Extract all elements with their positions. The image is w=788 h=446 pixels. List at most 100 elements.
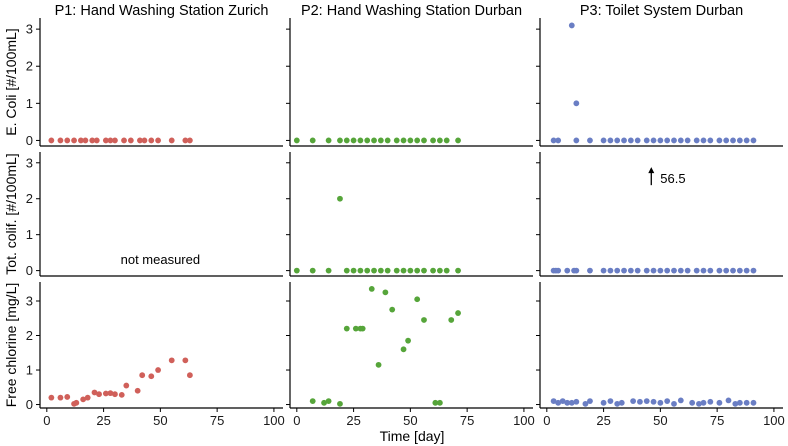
data-point-r3-c1 (84, 394, 91, 401)
data-point-r1-c3 (627, 137, 634, 144)
data-point-r3-c1 (123, 382, 130, 389)
data-point-r1-c1 (182, 137, 189, 144)
data-point-r2-c3 (614, 267, 621, 274)
data-point-r2-c3 (634, 267, 641, 274)
y-tick-label: 3 (26, 155, 33, 170)
data-point-r1-c2 (350, 137, 357, 144)
data-point-r1-c1 (127, 137, 134, 144)
data-point-r2-c2 (350, 267, 357, 274)
x-tick-label: 100 (513, 413, 535, 428)
x-tick-label: 50 (653, 413, 667, 428)
data-point-r3-c1 (57, 394, 64, 401)
data-point-r3-c3 (671, 400, 677, 407)
panel-title-2: P2: Hand Washing Station Durban (301, 3, 522, 19)
data-point-r3-c1 (48, 394, 55, 401)
data-point-r1-c3 (743, 137, 750, 144)
data-point-r1-c3 (750, 137, 757, 144)
x-tick-label: 75 (460, 413, 474, 428)
data-point-r3-c3 (630, 398, 637, 404)
data-point-r2-c3 (627, 267, 634, 274)
data-point-r3-c2 (400, 346, 407, 353)
data-point-r1-c3 (643, 137, 650, 144)
data-point-r1-c1 (168, 137, 175, 144)
data-point-r3-c1 (64, 394, 71, 400)
data-point-r1-c3 (600, 137, 607, 144)
data-point-r2-c3 (600, 267, 607, 274)
data-point-r1-c2 (443, 137, 450, 144)
data-point-r1-c3 (671, 137, 677, 144)
data-point-r3-c1 (186, 372, 193, 379)
data-point-r1-c1 (89, 137, 96, 144)
data-point-r2-c2 (337, 195, 343, 202)
y-tick-label: 1 (26, 363, 33, 378)
y-tick-label: 0 (26, 397, 33, 412)
data-point-r3-c1 (112, 391, 118, 398)
data-point-r2-c3 (607, 267, 614, 274)
data-point-r2-c3 (671, 267, 677, 274)
data-point-r1-c2 (325, 137, 332, 144)
data-point-r2-c3 (564, 267, 571, 274)
data-point-r2-c2 (357, 267, 364, 274)
data-point-r1-c3 (573, 100, 580, 107)
data-point-r1-c2 (337, 137, 343, 144)
y-tick-label: 2 (26, 59, 33, 74)
data-point-r3-c2 (436, 399, 443, 406)
data-point-r3-c3 (716, 399, 723, 406)
data-point-r1-c1 (141, 137, 148, 144)
data-point-r3-c2 (432, 399, 439, 406)
data-point-r3-c2 (343, 325, 350, 332)
data-point-r2-c3 (684, 267, 691, 274)
data-point-r3-c3 (614, 400, 621, 407)
data-point-r1-c2 (421, 137, 427, 144)
data-point-r3-c2 (337, 400, 343, 407)
x-tick-label: 0 (293, 413, 300, 428)
data-point-r2-c3 (716, 267, 723, 274)
data-point-r1-c3 (693, 137, 700, 144)
x-tick-label: 25 (346, 413, 360, 428)
data-point-r1-c2 (343, 137, 350, 144)
data-point-r1-c1 (102, 137, 109, 144)
data-point-r1-c3 (587, 137, 593, 144)
data-point-r3-c3 (568, 399, 575, 406)
data-point-r1-c3 (650, 137, 657, 144)
data-point-r3-c3 (725, 397, 732, 404)
y-tick-label: 0 (26, 133, 33, 148)
data-point-r3-c1 (73, 399, 80, 406)
data-point-r3-c2 (368, 286, 375, 292)
data-point-r3-c2 (405, 337, 411, 344)
data-point-r3-c3 (564, 399, 571, 406)
data-point-r3-c2 (421, 317, 427, 323)
data-point-r1-c3 (614, 137, 621, 144)
data-point-r1-c3 (634, 137, 641, 144)
data-point-r3-c3 (618, 399, 625, 406)
data-point-r2-c2 (393, 267, 400, 274)
data-point-r1-c1 (121, 137, 127, 144)
data-point-r1-c2 (384, 137, 391, 144)
data-point-r3-c3 (750, 399, 757, 406)
data-point-r2-c3 (573, 267, 580, 274)
data-point-r1-c3 (568, 22, 575, 29)
data-point-r1-c2 (407, 137, 414, 144)
y-tick-label: 1 (26, 96, 33, 111)
data-point-r3-c3 (555, 399, 562, 406)
data-point-r3-c2 (352, 325, 359, 332)
annotation-not-measured: not measured (121, 252, 201, 267)
data-point-r2-c3 (730, 267, 736, 274)
data-point-r3-c1 (96, 391, 102, 398)
data-point-r1-c1 (57, 137, 64, 144)
y-tick-label: 3 (26, 293, 33, 308)
data-point-r3-c1 (155, 367, 161, 373)
data-point-r2-c2 (443, 267, 450, 274)
data-point-r3-c1 (107, 390, 114, 397)
data-point-r3-c3 (600, 399, 607, 406)
y-tick-label: 1 (26, 227, 33, 242)
data-point-r1-c2 (400, 137, 407, 144)
data-point-r2-c3 (700, 267, 707, 274)
data-point-r1-c3 (573, 137, 580, 144)
data-point-r1-c3 (684, 137, 691, 144)
data-point-r2-c3 (723, 267, 730, 274)
data-point-r3-c3 (707, 398, 714, 405)
panel-title-1: P1: Hand Washing Station Zurich (55, 3, 269, 19)
data-point-r1-c2 (293, 137, 300, 144)
annotation-arrow-head (648, 167, 655, 174)
